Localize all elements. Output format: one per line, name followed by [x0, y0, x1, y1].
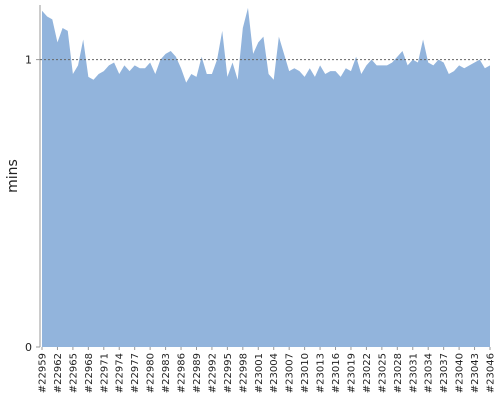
x-tick-label: #22980 — [146, 353, 157, 393]
x-tick-label: #22986 — [177, 353, 188, 393]
x-tick-label: #23013 — [316, 353, 327, 393]
x-tick-label: #23034 — [424, 353, 435, 393]
x-tick-label: #23025 — [377, 353, 388, 393]
x-tick-label: #23040 — [455, 353, 466, 393]
x-tick-label: #22977 — [130, 353, 141, 393]
x-tick-label: #22959 — [38, 353, 49, 393]
x-tick-label: #23046 — [486, 353, 497, 393]
x-tick-label: #23004 — [269, 353, 280, 393]
y-axis-label: mins — [5, 159, 21, 193]
x-tick-label: #22971 — [99, 353, 110, 393]
x-tick-label: #22995 — [223, 353, 234, 393]
x-tick-label: #22992 — [207, 353, 218, 393]
y-tick-label: 1 — [25, 54, 32, 67]
x-tick-label: #23022 — [362, 353, 373, 393]
x-tick-label: #22998 — [238, 353, 249, 393]
y-tick-label: 0 — [25, 341, 32, 354]
x-tick-label: #22968 — [84, 353, 95, 393]
x-tick-label: #23031 — [408, 353, 419, 393]
x-tick-label: #22989 — [192, 353, 203, 393]
x-tick-label: #22974 — [115, 353, 126, 393]
x-tick-label: #23019 — [346, 353, 357, 393]
x-tick-label: #23028 — [393, 353, 404, 393]
x-tick-label: #22983 — [161, 353, 172, 393]
x-tick-label: #23037 — [439, 353, 450, 393]
x-tick-label: #23043 — [470, 353, 481, 393]
x-tick-label: #22965 — [68, 353, 79, 393]
x-tick-label: #23010 — [300, 353, 311, 393]
x-tick-label: #23001 — [254, 353, 265, 393]
area — [42, 7, 490, 347]
x-tick-label: #23016 — [331, 353, 342, 393]
x-tick-label: #22962 — [53, 353, 64, 393]
x-tick-label: #23007 — [285, 353, 296, 393]
